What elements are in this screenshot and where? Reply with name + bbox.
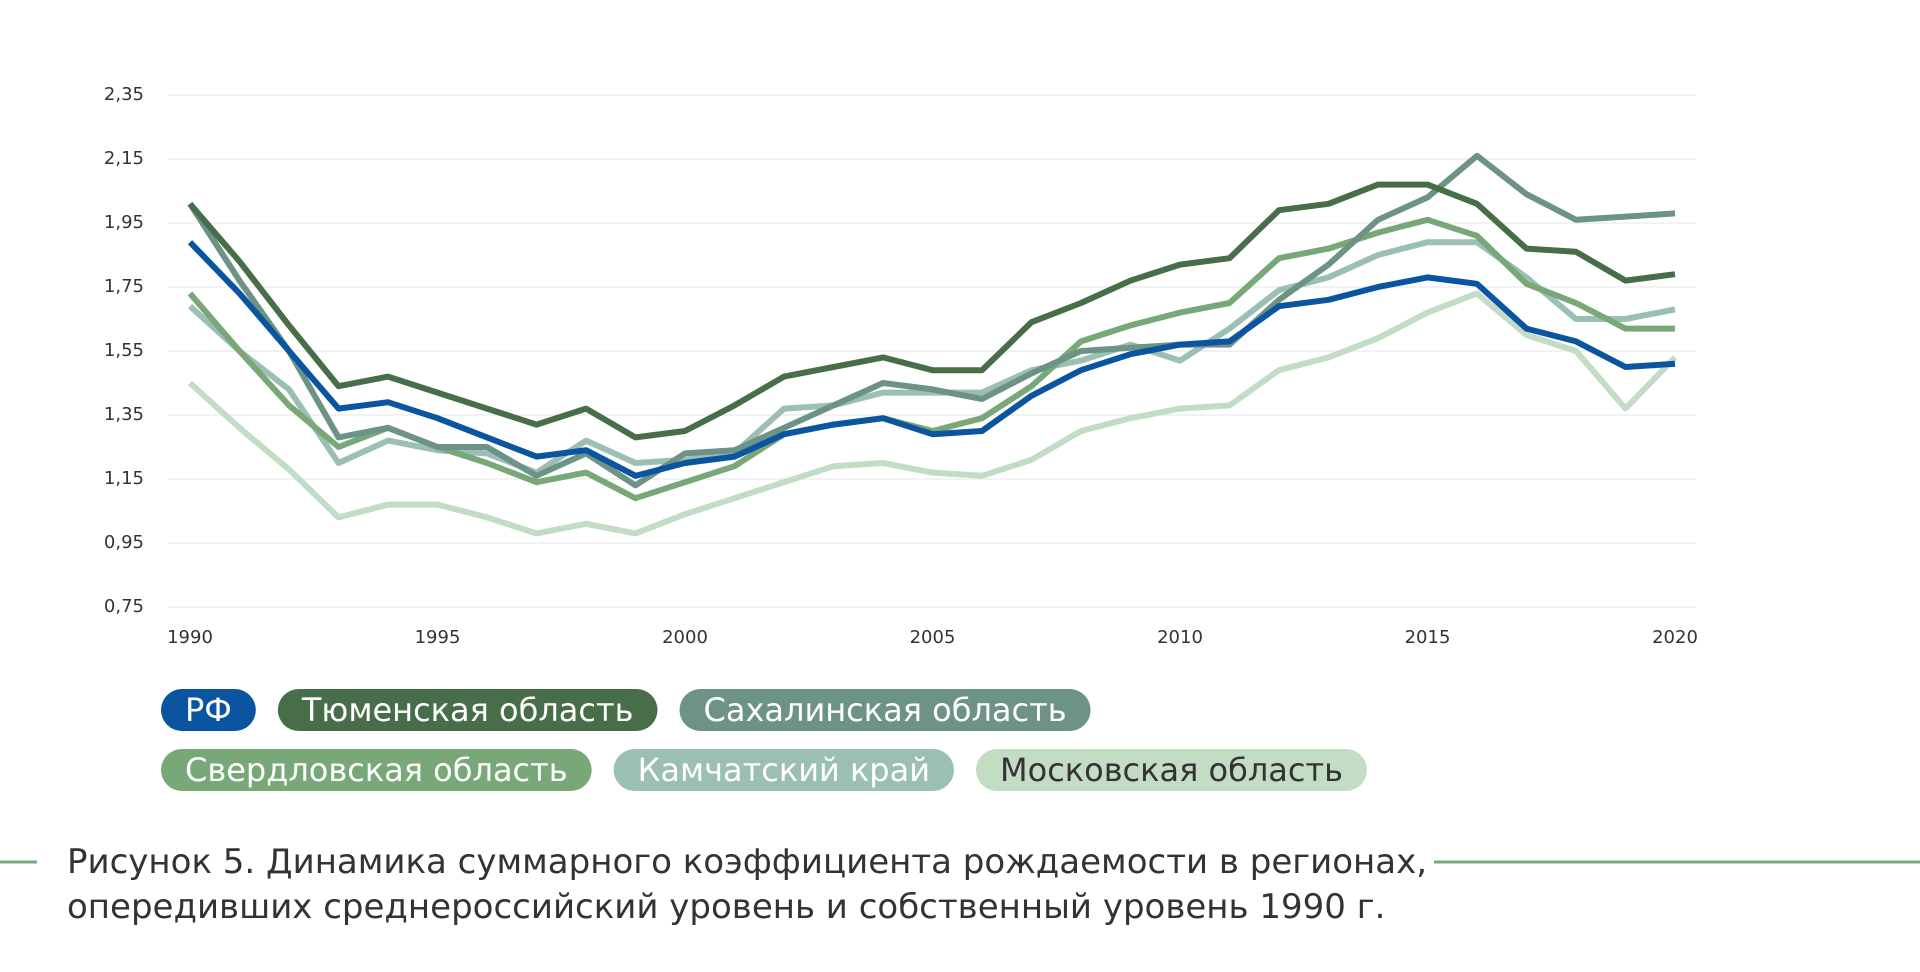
legend-item: Свердловская область (161, 749, 592, 791)
legend-item: Сахалинская область (679, 689, 1091, 731)
legend-item: Московская область (976, 749, 1367, 791)
y-tick-label: 1,15 (104, 468, 144, 489)
y-tick-label: 2,15 (104, 148, 144, 169)
y-tick-label: 1,75 (104, 276, 144, 297)
legend-swatch (277, 689, 658, 731)
caption: Рисунок 5. Динамика суммарного коэффицие… (67, 842, 1427, 882)
legend-label: Камчатский край (638, 751, 930, 789)
series-line (187, 240, 1676, 479)
legend-label: Тюменская область (301, 691, 634, 729)
series-line (187, 152, 1676, 489)
legend-swatch (161, 749, 592, 791)
legend-swatch (976, 749, 1367, 791)
x-tick-label: 2005 (910, 627, 956, 648)
series-line (187, 216, 1675, 502)
x-tick-label: 1990 (167, 627, 213, 648)
legend-swatch (161, 689, 256, 731)
y-tick-label: 1,95 (104, 212, 144, 233)
y-tick-label: 0,75 (104, 596, 144, 617)
y-tick-label: 0,95 (104, 532, 144, 553)
x-tick-label: 1995 (415, 627, 461, 648)
series-line (187, 239, 1676, 476)
legend-item: Камчатский край (613, 749, 954, 791)
x-tick-label: 2015 (1405, 627, 1451, 648)
legend-item: Тюменская область (277, 689, 658, 731)
y-tick-label: 1,55 (104, 340, 144, 361)
y-tick-label: 1,35 (104, 404, 144, 425)
legend-item: РФ (161, 689, 256, 731)
x-tick-label: 2010 (1157, 627, 1203, 648)
legend-label: Сахалинская область (704, 691, 1067, 729)
series-line (187, 290, 1678, 537)
legend-label: Московская область (1000, 751, 1343, 789)
x-tick-label: 2020 (1652, 627, 1698, 648)
legend-label: РФ (185, 691, 232, 729)
x-tick-label: 2000 (662, 627, 708, 648)
legend-label: Свердловская область (185, 751, 568, 789)
y-tick-label: 2,35 (104, 84, 144, 105)
legend-swatch (613, 749, 954, 791)
series-line (187, 181, 1676, 441)
caption: опередивших среднероссийский уровень и с… (67, 887, 1385, 927)
legend-swatch (679, 689, 1091, 731)
